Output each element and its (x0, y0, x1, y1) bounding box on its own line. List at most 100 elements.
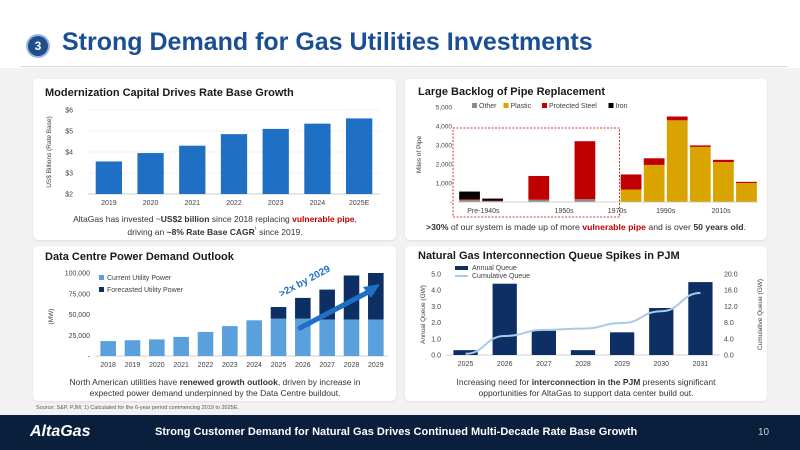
rate-base-ytick: $2 (65, 192, 73, 199)
caption-text: . (743, 222, 746, 232)
caption-text: since 2019. (256, 226, 303, 237)
caption-highlight: >30% (426, 222, 449, 232)
pipe-legend-swatch (503, 103, 509, 108)
power-xtick: 2027 (319, 362, 335, 369)
caption-text: expected power demand underpinned by the… (89, 388, 341, 398)
pipe-ylabel: Miles of Pipe (416, 136, 423, 174)
pipe-legend-label: Protected Steel (549, 103, 597, 110)
pipe-xtick: 1950s (555, 208, 575, 215)
power-demand-caption: North American utilities have renewed gr… (40, 377, 390, 399)
pipe-bar-segment (713, 162, 734, 202)
pipe-bar-segment (482, 198, 503, 201)
pipe-ytick: 4,000 (436, 124, 453, 131)
footer-tagline: Strong Customer Demand for Natural Gas D… (155, 426, 638, 438)
pipe-bar-segment (643, 158, 665, 165)
power-bar-segment (368, 319, 384, 356)
power-bar-segment (270, 318, 287, 356)
pjm-legend-label: Annual Queue (472, 265, 517, 272)
footnote-marker: ¹ (254, 227, 257, 233)
pjm-annual-bar (570, 350, 596, 355)
rate-base-bar (179, 145, 206, 194)
pjm-annual-bar (531, 330, 556, 355)
caption-text: opportunities for AltaGas to support dat… (478, 388, 694, 398)
pjm-y2tick: 8.0 (724, 320, 734, 327)
growth-arrow-head (363, 284, 380, 298)
pjm-cumulative-line (465, 292, 701, 355)
footer-bar (0, 415, 800, 450)
power-bar-segment (124, 340, 141, 356)
pjm-xtick: 2028 (575, 361, 591, 368)
power-bar-segment (295, 297, 311, 319)
rate-base-ylabel: US$ Billions (Rate Base) (46, 116, 53, 188)
pjm-y2tick: 12.0 (724, 304, 738, 311)
pipe-xtick: 2010s (712, 208, 732, 215)
pjm-legend-label: Cumulative Queue (472, 273, 530, 280)
caption-text: North American utilities have (69, 377, 180, 387)
growth-arrow-shaft (297, 286, 377, 331)
header-divider (20, 66, 788, 67)
pjm-ylabel: Annual Queue (GW) (420, 285, 427, 344)
rate-base-xtick: 2022 (226, 200, 242, 207)
vulnerable-pipe-highlight-box (452, 127, 620, 218)
caption-text: , driven by increase in (277, 377, 361, 387)
pipe-bar-segment (689, 145, 711, 147)
caption-text: of our system is made up of more (448, 222, 583, 232)
pipe-bar-segment (666, 116, 688, 121)
power-legend-label: Forecasted Utility Power (107, 287, 184, 294)
pipe-xtick: 1970s (608, 208, 628, 215)
power-xtick: 2028 (344, 362, 360, 369)
power-bar-segment (222, 326, 238, 356)
pjm-ytick: 4.0 (431, 288, 441, 295)
pipe-legend-swatch (472, 103, 477, 108)
power-xtick: 2029 (368, 362, 384, 369)
pipe-legend-label: Plastic (511, 103, 532, 110)
pjm-y2tick: 0.0 (724, 353, 734, 360)
rate-base-ytick: $5 (65, 129, 73, 136)
pipe-bar-segment (666, 120, 688, 202)
pipe-bar-segment (620, 189, 642, 202)
power-bar-segment (197, 331, 214, 356)
pipe-bar-segment (736, 183, 757, 202)
pjm-y2label: Cumulative Queue (GW) (757, 279, 764, 350)
rate-base-bar (346, 118, 373, 194)
rate-base-xtick: 2023 (268, 200, 284, 207)
rate-base-ytick: $4 (65, 150, 73, 157)
pipe-bar-segment (643, 164, 665, 202)
pjm-annual-bar (649, 308, 674, 355)
power-bar-segment (319, 319, 335, 356)
power-demand-title: Data Centre Power Demand Outlook (45, 251, 234, 263)
panel-power-demand (33, 246, 396, 401)
pipe-legend-label: Iron (616, 103, 628, 110)
pipe-legend-swatch (542, 103, 547, 108)
pipe-bar-base (574, 199, 596, 202)
rate-base-xtick: 2025E (349, 200, 370, 207)
caption-text: AltaGas has invested ~ (73, 214, 161, 224)
power-ylabel: (MW) (48, 309, 55, 325)
power-xtick: 2023 (222, 362, 238, 369)
power-bar-segment (149, 339, 165, 356)
power-xtick: 2026 (295, 362, 311, 369)
panel-rate-base (33, 79, 396, 240)
pipe-bar-segment (459, 199, 480, 201)
power-ytick: 100,000 (65, 271, 90, 278)
pjm-annual-bar (453, 350, 478, 355)
power-xtick: 2020 (149, 362, 165, 369)
power-bar-segment (246, 320, 262, 356)
rate-base-xtick: 2024 (310, 200, 326, 207)
pipe-bar-segment (620, 174, 642, 190)
caption-text: , (354, 214, 357, 224)
power-bar-segment (100, 341, 116, 356)
pipe-backlog-title: Large Backlog of Pipe Replacement (418, 86, 606, 98)
rate-base-bar (304, 123, 331, 194)
pipe-ytick: 1,000 (436, 181, 453, 188)
pjm-xtick: 2031 (693, 361, 709, 368)
header-bar (0, 0, 800, 68)
pjm-annual-bar (610, 332, 635, 355)
pipe-backlog-caption: >30% of our system is made up of more vu… (410, 222, 762, 233)
power-legend-label: Current Utility Power (107, 275, 172, 282)
pipe-bar-segment (528, 175, 550, 200)
caption-text: driving an (127, 226, 167, 237)
rate-base-bar (262, 128, 289, 194)
caption-text: since 2018 replacing (209, 214, 293, 224)
